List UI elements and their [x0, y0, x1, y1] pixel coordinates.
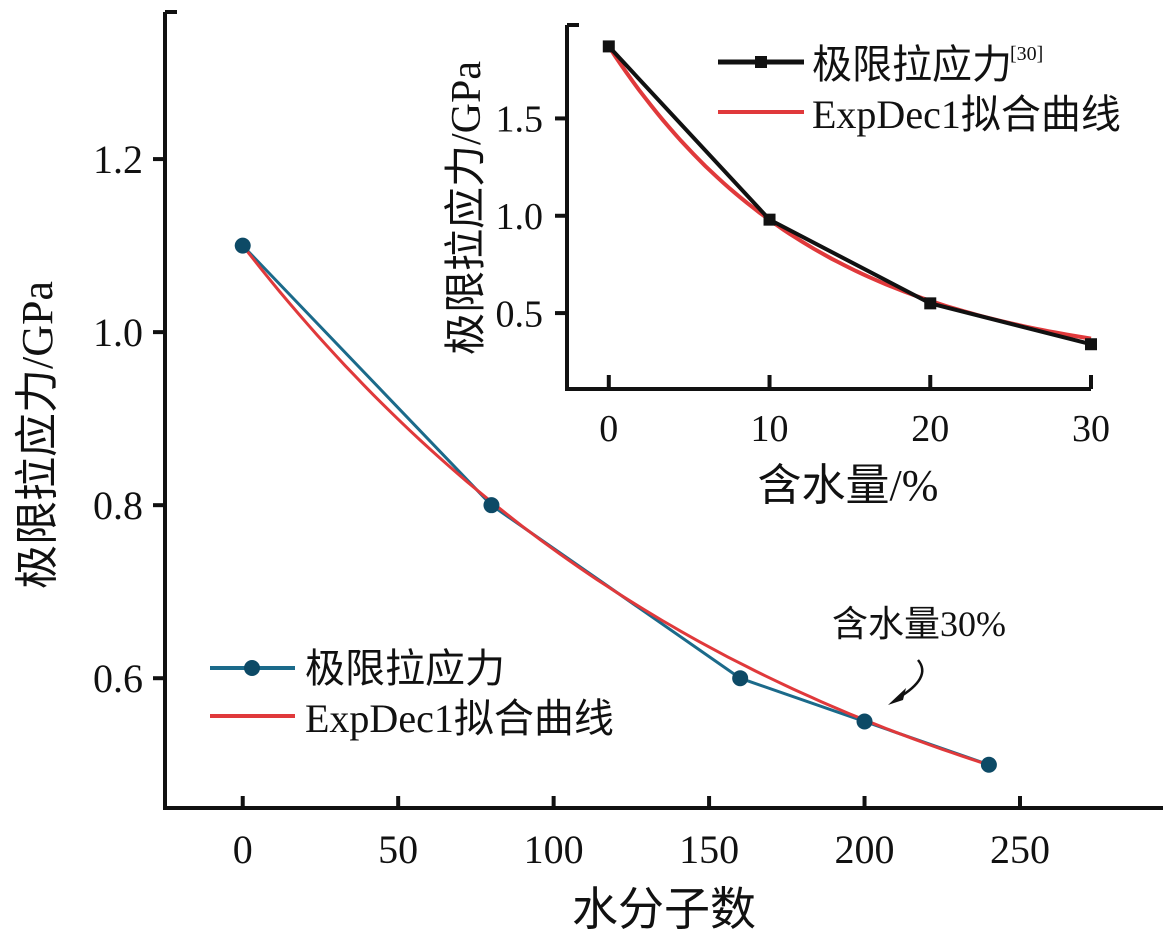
inset-x-axis-label: 含水量/%: [758, 461, 939, 510]
x-tick-label: 0: [233, 827, 253, 872]
axes: [565, 25, 1091, 391]
y-tick-label: 1.0: [496, 196, 544, 238]
x-tick-label: 100: [524, 827, 584, 872]
inset-chart: 0 10 20 30 0.5 1.0 1.5: [496, 23, 1110, 450]
x-tick-label: 30: [1072, 408, 1110, 450]
data-point: [732, 670, 749, 687]
x-tick-label: 150: [679, 827, 739, 872]
data-point: [856, 713, 873, 730]
data-point: [1085, 338, 1097, 351]
y-tick-label: 1.2: [93, 137, 143, 182]
main-legend-series-2: ExpDec1拟合曲线: [305, 696, 614, 741]
x-tick-label: 250: [990, 827, 1050, 872]
inset-legend-series-1-sup: [30]: [1010, 43, 1043, 65]
inset-legend-series-2: ExpDec1拟合曲线: [812, 92, 1121, 137]
data-point: [763, 213, 776, 226]
main-legend-series-1: 极限拉应力: [305, 646, 505, 691]
data-point: [602, 40, 615, 53]
data-point: [980, 756, 997, 773]
y-tick-label: 1.5: [496, 99, 544, 141]
x-tick-label: 200: [835, 827, 895, 872]
y-tick-label: 0.5: [496, 293, 544, 335]
annotation-text: 含水量30%: [832, 604, 1006, 644]
y-tick-label: 0.8: [93, 483, 143, 528]
series-line: [607, 45, 1092, 347]
legend-marker-icon: [244, 660, 260, 676]
x-tick-label: 20: [911, 408, 949, 450]
y-tick-label: 0.6: [93, 656, 143, 701]
inset-legend-series-1: 极限拉应力: [812, 42, 1012, 87]
x-tick-label: 0: [599, 408, 618, 450]
main-legend: 极限拉应力 ExpDec1拟合曲线: [210, 646, 614, 741]
annotation-arrow-icon: [888, 659, 924, 705]
data-point: [234, 237, 251, 254]
data-point: [924, 297, 937, 310]
inset-legend: 极限拉应力 [30] ExpDec1拟合曲线: [718, 42, 1121, 137]
main-y-axis-label: 极限拉应力/GPa: [13, 281, 62, 589]
y-tick-label: 1.0: [93, 310, 143, 355]
x-tick-label: 10: [751, 408, 789, 450]
x-tick-label: 50: [378, 827, 418, 872]
legend-marker-icon: [755, 56, 767, 68]
data-point: [483, 497, 500, 514]
axes: [163, 12, 1163, 810]
inset-y-axis-label: 极限拉应力/GPa: [443, 61, 490, 355]
main-x-axis-label: 水分子数: [572, 884, 756, 935]
fit-curve: [607, 45, 1092, 341]
